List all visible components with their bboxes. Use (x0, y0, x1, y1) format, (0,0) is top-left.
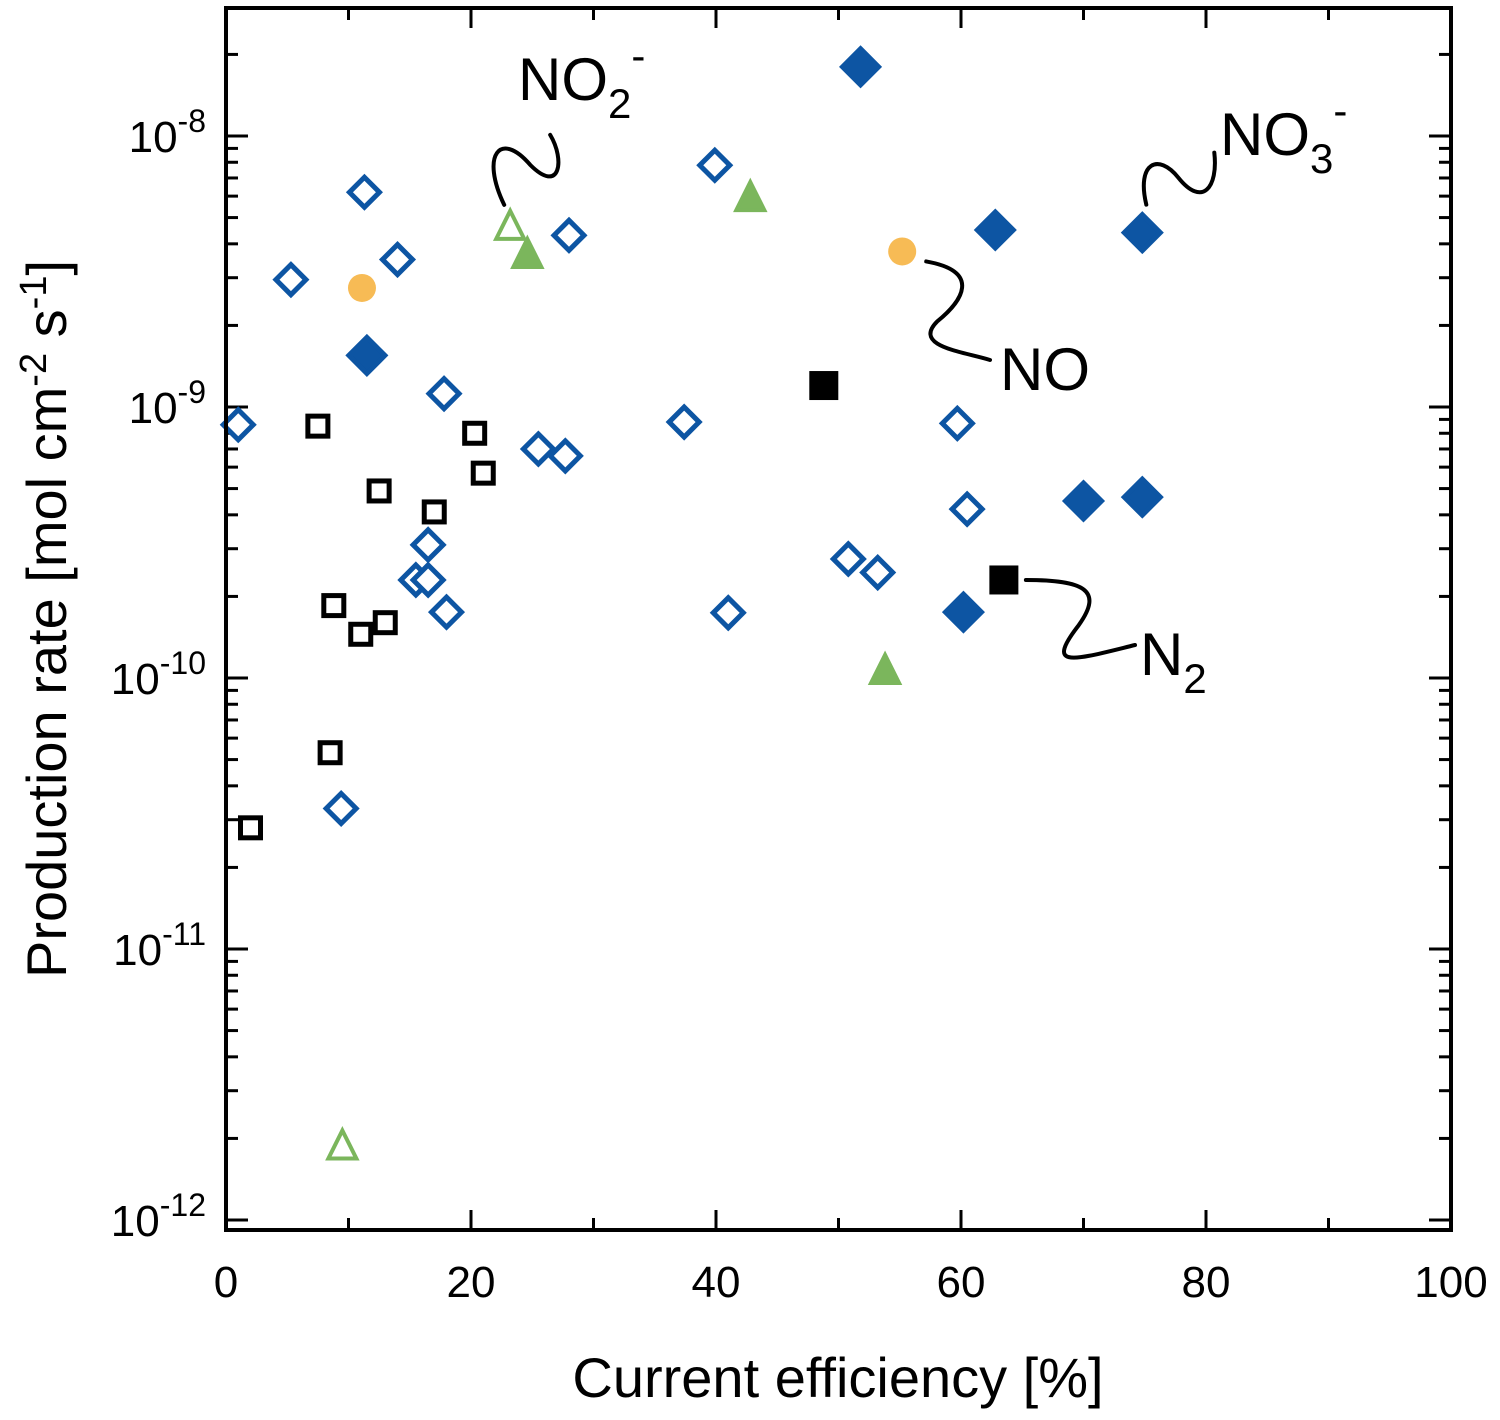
y-tick-base: 10 (129, 384, 178, 433)
diamond-point (839, 45, 883, 89)
y-tick-label: 10-9 (129, 374, 206, 433)
annotation-leader-line (924, 259, 992, 362)
diamond-point (425, 375, 463, 413)
diamond-point (859, 554, 897, 592)
annotation-leader-line (491, 132, 561, 207)
diamond-point (941, 590, 985, 634)
diamond-point (665, 403, 703, 441)
square-point (317, 740, 343, 766)
x-tick-label: 0 (214, 1258, 238, 1307)
annotation-main: NO (1000, 336, 1090, 403)
y-tick-exponent: -10 (160, 645, 206, 681)
circle-point (888, 237, 917, 266)
square-point (348, 621, 374, 647)
diamond-point (829, 540, 867, 578)
diamond-point (1120, 211, 1164, 255)
y-axis-title-cm-exponent: -2 (13, 353, 55, 387)
x-tick-label: 80 (1182, 1258, 1231, 1307)
y-tick-label: 10-12 (111, 1187, 206, 1246)
square-point (809, 371, 839, 401)
plot-frame (224, 6, 1453, 1232)
annotation-main: NO (518, 46, 608, 113)
diamond-point (409, 526, 447, 564)
square-point (462, 420, 488, 446)
y-tick-exponent: -9 (178, 374, 206, 410)
diamond-point (1120, 475, 1164, 519)
y-tick-base: 10 (129, 113, 178, 162)
y-tick-exponent: -11 (162, 916, 206, 952)
annotation-subscript: 2 (1183, 655, 1206, 702)
diamond-point (696, 146, 734, 184)
diamond-point (272, 261, 310, 299)
data-points (219, 45, 1164, 1161)
diamond-point (427, 593, 466, 631)
axis-ticks (224, 8, 1453, 1230)
y-axis-title-s: s (15, 309, 78, 353)
x-tick-label: 20 (447, 1258, 496, 1307)
diamond-point (546, 437, 584, 475)
square-point (238, 815, 263, 841)
annotation-superscript: - (1333, 87, 1347, 134)
square-point (305, 413, 331, 439)
diamond-point (938, 404, 976, 442)
circle-point (347, 273, 376, 302)
diamond-point (973, 208, 1017, 252)
square-point (470, 460, 496, 486)
triangle-point (867, 650, 903, 685)
tick-labels: 0 20 40 60 80 10010-1210-1110-1010-910-8NO2-N… (111, 32, 1488, 1307)
triangle-point (325, 1125, 360, 1161)
annotation-label: NO (1000, 336, 1090, 403)
diamond-point (345, 333, 389, 377)
annotation-leader-line (1023, 577, 1137, 660)
square-point (989, 565, 1019, 595)
y-tick-base: 10 (111, 655, 160, 704)
annotations (491, 132, 1217, 660)
x-tick-label: 100 (1414, 1258, 1487, 1307)
triangle-point (510, 234, 545, 270)
diamond-point (219, 406, 257, 444)
y-tick-label: 10-11 (113, 916, 206, 975)
x-axis-title: Current efficiency [%] (572, 1346, 1103, 1409)
square-point (366, 478, 392, 504)
diamond-point (378, 241, 417, 279)
diamond-point (1061, 479, 1106, 523)
annotation-label: NO3- (1220, 87, 1347, 182)
y-axis-title-close: ] (15, 260, 78, 276)
y-tick-base: 10 (111, 1197, 160, 1246)
y-tick-base: 10 (113, 926, 162, 975)
annotation-main: N (1140, 621, 1183, 688)
square-point (421, 499, 447, 525)
annotation-main: NO (1220, 101, 1310, 168)
diamond-point (948, 490, 986, 528)
x-tick-label: 60 (937, 1258, 986, 1307)
diamond-point (709, 594, 747, 632)
y-axis-title: Production rate [mol cm-2 s-1] (13, 260, 78, 978)
y-tick-label: 10-8 (129, 103, 206, 162)
annotation-leader-line (1141, 150, 1217, 207)
diamond-point (550, 216, 588, 254)
annotation-label: N2 (1140, 621, 1207, 702)
triangle-point (733, 177, 768, 213)
diamond-point (322, 789, 360, 828)
annotation-label: NO2- (518, 32, 645, 127)
triangle-point (492, 206, 528, 241)
y-tick-label: 10-10 (111, 645, 206, 704)
annotation-subscript: 3 (1310, 135, 1333, 182)
y-tick-exponent: -12 (160, 1187, 206, 1223)
square-point (372, 610, 398, 636)
y-tick-exponent: -8 (178, 103, 206, 139)
diamond-point (519, 430, 557, 468)
diamond-point (345, 173, 383, 211)
square-point (321, 593, 347, 619)
y-axis-title-s-exponent: -1 (13, 276, 55, 310)
annotation-superscript: - (631, 32, 645, 79)
x-tick-label: 40 (692, 1258, 741, 1307)
diamond-point (409, 561, 447, 599)
y-axis-title-main: Production rate [mol cm (15, 387, 78, 978)
annotation-subscript: 2 (608, 80, 631, 127)
